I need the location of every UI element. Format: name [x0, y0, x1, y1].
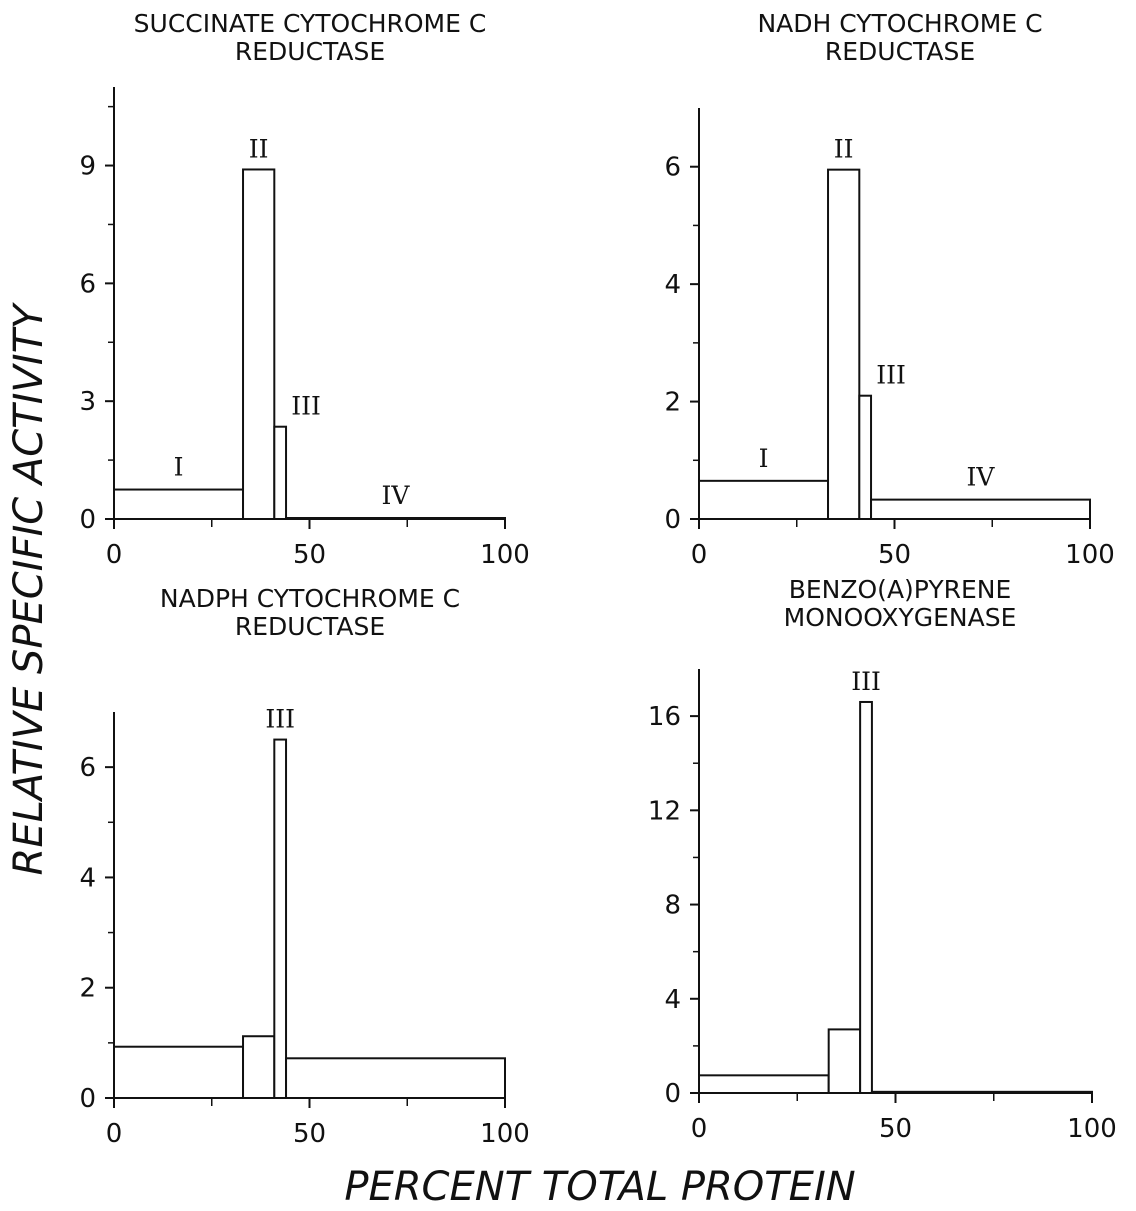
bar-3 [274, 740, 286, 1098]
chart-title-line: NADH CYTOCHROME C [757, 9, 1042, 38]
x-axis-label: PERCENT TOTAL PROTEIN [344, 1164, 855, 1210]
y-tick-label: 4 [664, 270, 681, 300]
x-tick-label: 50 [879, 1114, 912, 1144]
y-tick-label: 0 [664, 505, 681, 535]
y-tick-label: 6 [79, 753, 96, 783]
y-tick-label: 2 [79, 974, 96, 1004]
chart-title-line: SUCCINATE CYTOCHROME C [134, 9, 487, 38]
bar-2 [243, 169, 274, 519]
y-tick-label: 16 [648, 702, 681, 732]
bar-3 [274, 427, 286, 519]
bar-label: III [851, 667, 881, 696]
bar-label: III [876, 361, 906, 390]
x-tick-label: 50 [293, 1119, 326, 1149]
y-tick-label: 0 [79, 505, 96, 535]
bar-4 [871, 500, 1090, 519]
y-axis-label: RELATIVE SPECIFIC ACTIVITY [6, 301, 52, 875]
y-tick-label: 6 [664, 153, 681, 183]
x-tick-label: 100 [1067, 1114, 1117, 1144]
bar-1 [699, 481, 828, 519]
x-tick-label: 0 [106, 1119, 123, 1149]
x-tick-label: 50 [293, 540, 326, 570]
y-tick-label: 12 [648, 796, 681, 826]
bar-4 [872, 1092, 1092, 1093]
chart-title-line: MONOOXYGENASE [784, 603, 1017, 632]
x-tick-label: 100 [480, 540, 530, 570]
bar-2 [829, 1029, 860, 1093]
x-tick-label: 0 [106, 540, 123, 570]
bar-label: II [834, 135, 854, 164]
bar-3 [860, 702, 872, 1093]
bar-label: II [249, 134, 269, 163]
x-tick-label: 0 [691, 1114, 708, 1144]
bar-1 [114, 1047, 243, 1098]
bar-1 [114, 490, 243, 519]
bar-4 [286, 518, 505, 519]
y-tick-label: 0 [664, 1079, 681, 1109]
bar-label: III [291, 392, 321, 421]
y-tick-label: 4 [664, 985, 681, 1015]
y-tick-label: 0 [79, 1084, 96, 1114]
x-tick-label: 100 [480, 1119, 530, 1149]
chart-title-line: BENZO(A)PYRENE [789, 575, 1012, 604]
chart-title-line: NADPH CYTOCHROME C [160, 584, 460, 613]
y-tick-label: 6 [79, 269, 96, 299]
bar-2 [243, 1036, 274, 1098]
bar-label: I [759, 444, 769, 473]
bar-label: III [265, 705, 295, 734]
bar-1 [699, 1075, 829, 1093]
y-tick-label: 4 [79, 863, 96, 893]
y-tick-label: 8 [664, 891, 681, 921]
x-tick-label: 50 [878, 540, 911, 570]
y-tick-label: 9 [79, 152, 96, 182]
chart-title-line: REDUCTASE [235, 37, 385, 66]
bar-label: IV [967, 463, 996, 492]
x-tick-label: 0 [691, 540, 708, 570]
chart-title-line: REDUCTASE [825, 37, 975, 66]
bar-4 [286, 1058, 505, 1098]
x-tick-label: 100 [1065, 540, 1115, 570]
y-tick-label: 2 [664, 388, 681, 418]
chart-title-line: REDUCTASE [235, 612, 385, 641]
bar-label: IV [382, 481, 411, 510]
y-tick-label: 3 [79, 387, 96, 417]
bar-3 [859, 396, 871, 519]
bar-label: I [174, 453, 184, 482]
bar-2 [828, 170, 859, 519]
